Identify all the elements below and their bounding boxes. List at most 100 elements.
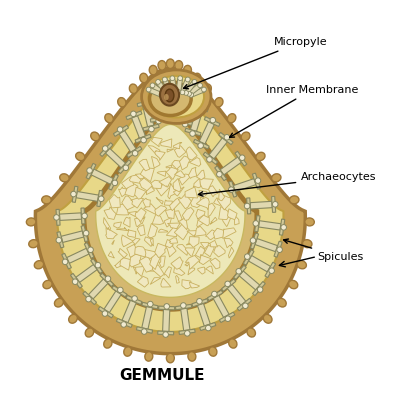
Polygon shape <box>199 122 214 144</box>
Polygon shape <box>174 223 189 240</box>
Ellipse shape <box>29 240 38 248</box>
Circle shape <box>150 83 155 88</box>
Polygon shape <box>173 142 182 149</box>
Polygon shape <box>112 286 127 297</box>
Ellipse shape <box>91 132 100 141</box>
Polygon shape <box>137 225 145 236</box>
Polygon shape <box>243 250 254 265</box>
Polygon shape <box>81 226 88 242</box>
Circle shape <box>117 127 123 132</box>
Polygon shape <box>166 227 178 237</box>
Polygon shape <box>122 196 135 210</box>
Circle shape <box>198 143 203 148</box>
Circle shape <box>198 83 202 88</box>
Polygon shape <box>156 197 163 204</box>
Polygon shape <box>174 146 186 157</box>
Ellipse shape <box>165 89 174 102</box>
Polygon shape <box>83 291 97 304</box>
Polygon shape <box>194 226 206 236</box>
Polygon shape <box>228 247 234 258</box>
Ellipse shape <box>229 339 237 348</box>
Circle shape <box>180 90 185 95</box>
Polygon shape <box>152 265 165 277</box>
Ellipse shape <box>184 65 192 75</box>
Polygon shape <box>152 214 164 224</box>
Polygon shape <box>132 238 140 246</box>
Circle shape <box>163 332 168 338</box>
Polygon shape <box>186 147 197 160</box>
Polygon shape <box>203 152 218 164</box>
Polygon shape <box>172 160 182 169</box>
Circle shape <box>169 84 175 90</box>
Circle shape <box>156 118 161 124</box>
Polygon shape <box>151 84 165 96</box>
Polygon shape <box>164 200 172 205</box>
Polygon shape <box>155 151 165 160</box>
Polygon shape <box>143 124 159 131</box>
Circle shape <box>169 113 174 118</box>
Polygon shape <box>200 178 213 189</box>
Polygon shape <box>151 180 162 189</box>
Ellipse shape <box>188 352 196 361</box>
Polygon shape <box>166 244 176 257</box>
Polygon shape <box>178 218 187 230</box>
Polygon shape <box>137 276 149 287</box>
Polygon shape <box>150 278 161 285</box>
Polygon shape <box>205 230 215 240</box>
Circle shape <box>281 224 286 230</box>
Polygon shape <box>218 195 231 210</box>
Polygon shape <box>72 186 78 203</box>
Polygon shape <box>248 256 270 272</box>
Circle shape <box>132 296 137 301</box>
Polygon shape <box>98 306 113 318</box>
Circle shape <box>207 157 212 162</box>
Circle shape <box>105 276 111 281</box>
Circle shape <box>112 180 118 185</box>
Ellipse shape <box>43 280 52 289</box>
Polygon shape <box>150 254 160 269</box>
Polygon shape <box>129 175 144 184</box>
Circle shape <box>190 131 195 137</box>
Polygon shape <box>239 271 260 290</box>
Polygon shape <box>147 186 155 195</box>
Circle shape <box>163 114 168 119</box>
Ellipse shape <box>158 60 166 70</box>
Circle shape <box>62 259 68 265</box>
Polygon shape <box>114 222 121 228</box>
Ellipse shape <box>142 70 211 123</box>
Polygon shape <box>174 211 182 221</box>
Circle shape <box>225 281 231 287</box>
Ellipse shape <box>150 82 191 115</box>
Circle shape <box>185 77 190 82</box>
Polygon shape <box>176 304 192 310</box>
Ellipse shape <box>193 73 201 83</box>
Ellipse shape <box>34 261 44 269</box>
Polygon shape <box>180 78 190 93</box>
Polygon shape <box>91 259 102 273</box>
Polygon shape <box>127 244 137 257</box>
Polygon shape <box>198 267 205 274</box>
Polygon shape <box>152 137 162 147</box>
Ellipse shape <box>305 218 314 226</box>
Polygon shape <box>170 78 176 92</box>
Polygon shape <box>168 223 180 228</box>
Ellipse shape <box>277 298 286 307</box>
Polygon shape <box>148 223 158 238</box>
Polygon shape <box>144 237 153 246</box>
Polygon shape <box>208 203 215 217</box>
Polygon shape <box>163 78 172 93</box>
Ellipse shape <box>175 60 183 70</box>
Polygon shape <box>197 170 205 180</box>
Polygon shape <box>158 229 168 232</box>
Circle shape <box>176 90 181 94</box>
Polygon shape <box>173 265 185 275</box>
Polygon shape <box>184 80 197 94</box>
Polygon shape <box>198 215 209 226</box>
Polygon shape <box>196 209 205 219</box>
Polygon shape <box>147 92 163 98</box>
Polygon shape <box>105 227 118 239</box>
Polygon shape <box>196 197 209 210</box>
Circle shape <box>102 311 108 316</box>
Polygon shape <box>60 213 81 220</box>
Polygon shape <box>214 245 225 257</box>
